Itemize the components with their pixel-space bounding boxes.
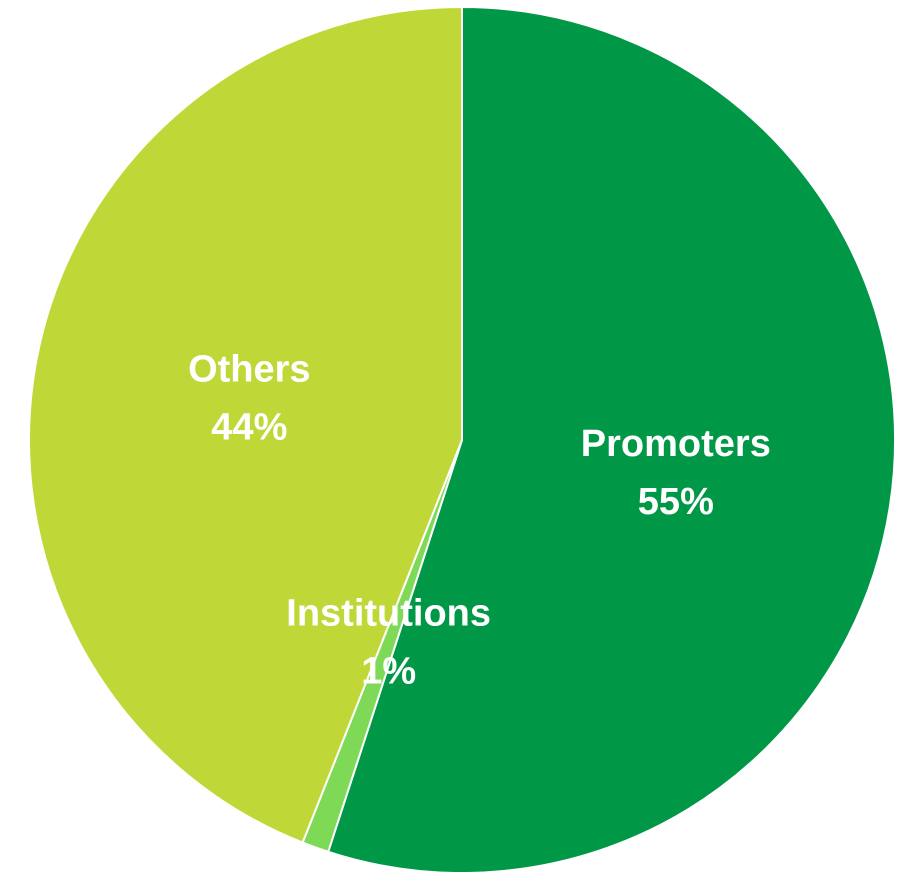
pie-slice — [326, 5, 896, 872]
slice-label: Others — [188, 348, 310, 390]
slice-value-label: 1% — [361, 651, 416, 693]
slice-value-label: 55% — [638, 481, 714, 523]
slice-label: Promoters — [581, 423, 771, 465]
slice-label: Institutions — [286, 593, 491, 635]
slice-value-label: 44% — [211, 406, 287, 448]
pie-slice — [28, 5, 463, 844]
